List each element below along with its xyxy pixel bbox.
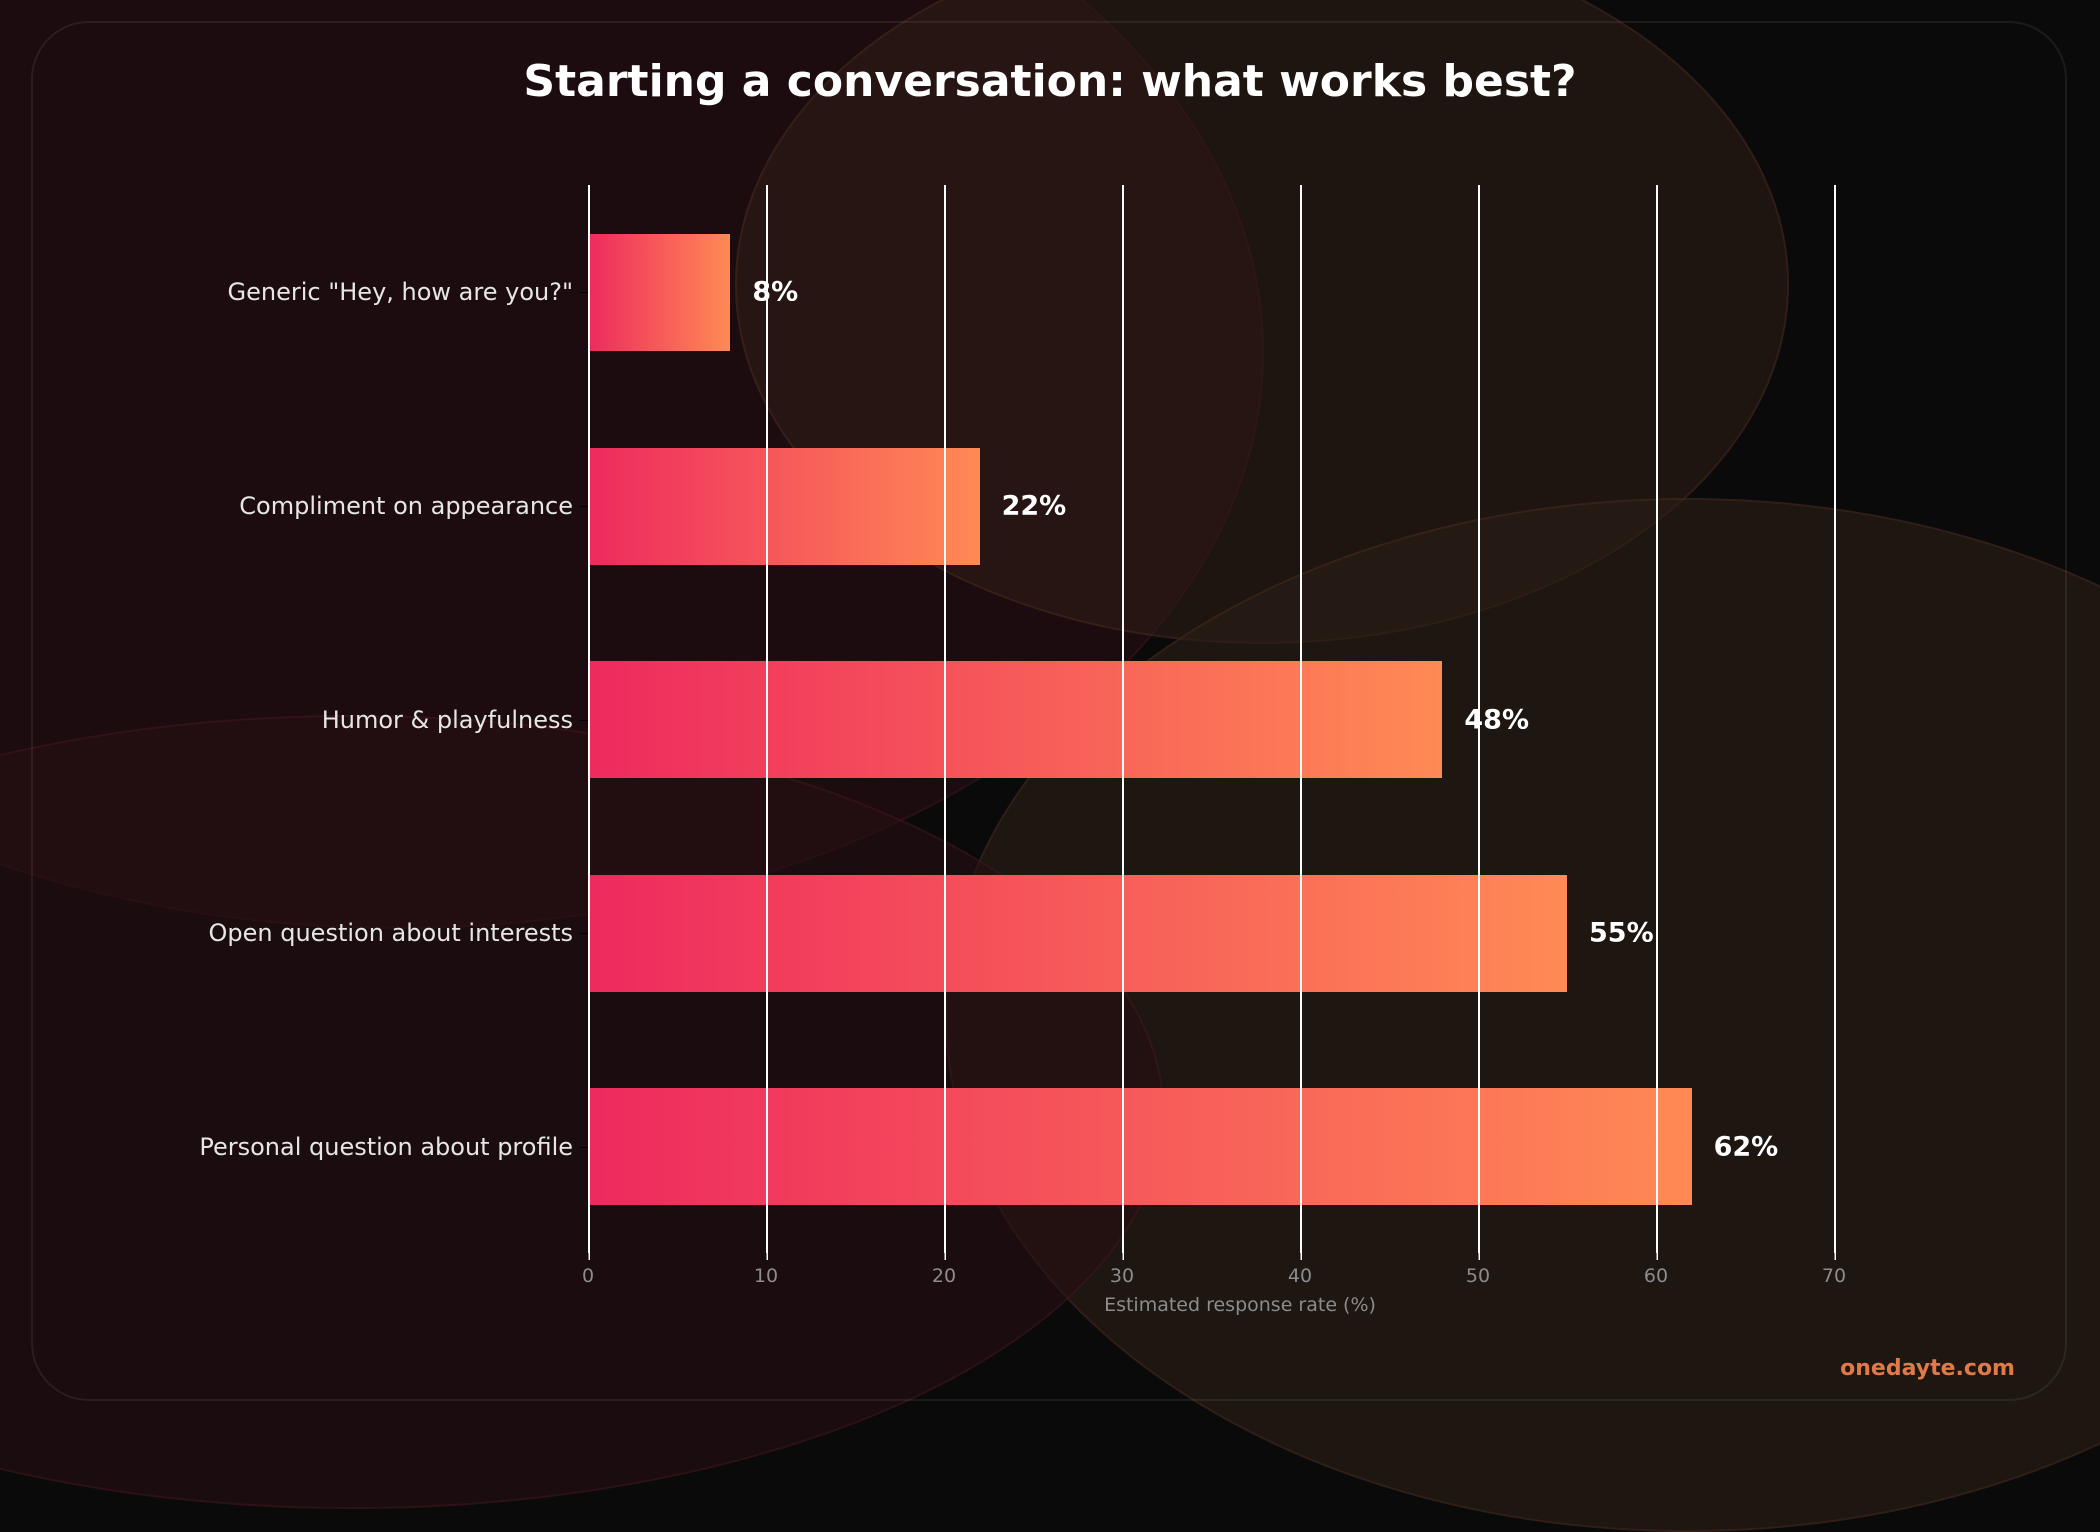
- x-tick-label: 60: [1643, 1265, 1669, 1287]
- gridline: [766, 185, 768, 1260]
- x-tick-label: 30: [1109, 1265, 1135, 1287]
- category-label: Open question about interests: [208, 919, 574, 947]
- card-frame: [31, 21, 2067, 1401]
- x-tick-label: 40: [1287, 1265, 1313, 1287]
- x-tick-mark: [1478, 1253, 1479, 1260]
- x-tick-mark: [1656, 1253, 1657, 1260]
- bar-value-label: 55%: [1589, 917, 1654, 949]
- x-tick-label: 0: [581, 1265, 595, 1287]
- category-label: Compliment on appearance: [239, 492, 573, 520]
- x-axis-label: Estimated response rate (%): [1104, 1294, 1376, 1316]
- bar[interactable]: [588, 233, 731, 351]
- bar[interactable]: [588, 1088, 1692, 1205]
- category-label: Generic "Hey, how are you?": [227, 278, 573, 306]
- x-tick-label: 70: [1821, 1265, 1847, 1287]
- gridline: [1834, 185, 1836, 1260]
- y-axis-line: [588, 185, 590, 1260]
- category-label: Humor & playfulness: [321, 705, 573, 734]
- bar-value-label: 62%: [1713, 1131, 1779, 1162]
- x-tick-label: 20: [931, 1265, 957, 1287]
- gridline: [1478, 185, 1480, 1260]
- x-tick-label: 50: [1465, 1265, 1491, 1287]
- bar-chart: Estimated response rate (%) 0 10 20 30 40 50 6…: [199, 185, 1847, 1316]
- x-tick-mark: [1834, 1253, 1835, 1260]
- gridline: [1122, 185, 1124, 1260]
- bar-value-label: 22%: [1001, 490, 1067, 522]
- x-tick-mark: [766, 1253, 767, 1260]
- bar[interactable]: [588, 661, 1443, 778]
- bar[interactable]: [588, 447, 980, 565]
- x-tick-label: 10: [753, 1265, 779, 1287]
- gridline: [944, 185, 946, 1260]
- bar-value-label: 8%: [752, 276, 799, 308]
- y-tick-mark: [580, 506, 588, 507]
- bar-value-label: 48%: [1464, 704, 1530, 735]
- y-tick-mark: [580, 292, 588, 293]
- x-tick-mark: [1122, 1253, 1123, 1260]
- x-tick-mark: [588, 1253, 589, 1260]
- x-tick-mark: [1300, 1253, 1301, 1260]
- y-tick-mark: [580, 933, 588, 934]
- bar[interactable]: [588, 874, 1567, 992]
- category-label: Personal question about profile: [199, 1132, 573, 1161]
- gridline: [1300, 185, 1302, 1260]
- y-tick-mark: [580, 1146, 588, 1148]
- chart-title: Starting a conversation: what works best…: [523, 56, 1577, 107]
- gridline: [1656, 185, 1658, 1260]
- watermark-link[interactable]: onedayte.com: [1840, 1356, 2015, 1381]
- x-tick-mark: [944, 1253, 945, 1260]
- y-tick-mark: [580, 719, 588, 721]
